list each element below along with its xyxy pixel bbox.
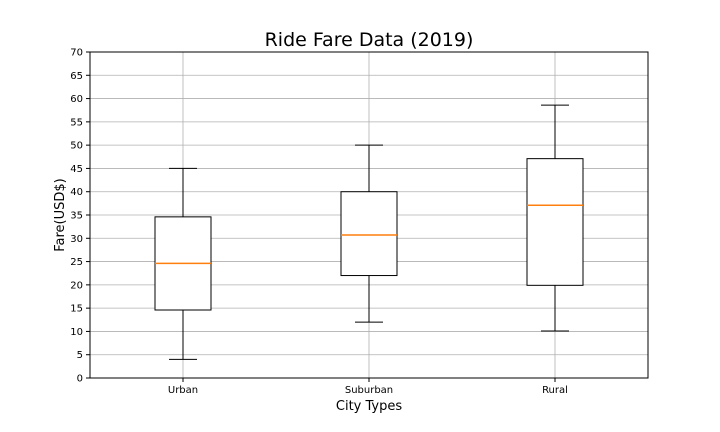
box-iqr	[340, 191, 398, 277]
y-tick-label: 55	[70, 117, 83, 128]
y-tick-label: 70	[70, 48, 83, 59]
box-suburban	[340, 144, 398, 323]
x-tick-label-suburban: Suburban	[345, 385, 393, 396]
x-tick-label-urban: Urban	[168, 385, 198, 396]
chart-title: Ride Fare Data (2019)	[265, 29, 474, 51]
y-tick-label: 20	[70, 280, 83, 291]
box-iqr	[526, 158, 584, 286]
x-axis-label: City Types	[336, 399, 402, 414]
y-tick-label: 10	[70, 327, 83, 338]
box-plots	[154, 104, 584, 360]
y-tick-label: 5	[77, 350, 83, 361]
y-axis-ticks: 0 5 10 15 20 25 30 35 40 45 50 55 60 65 70	[70, 48, 90, 385]
x-axis-ticks: Urban Suburban Rural	[168, 378, 568, 396]
y-axis-label: Fare(USD$)	[53, 178, 68, 252]
y-tick-label: 50	[70, 141, 83, 152]
y-tick-label: 60	[70, 94, 83, 105]
y-tick-label: 40	[70, 187, 83, 198]
y-tick-label: 35	[70, 211, 83, 222]
y-tick-label: 25	[70, 257, 83, 268]
y-tick-label: 30	[70, 234, 83, 245]
y-tick-label: 15	[70, 304, 83, 315]
y-tick-label: 0	[77, 374, 83, 385]
y-tick-label: 65	[70, 71, 83, 82]
box-rural	[526, 104, 584, 332]
y-tick-label: 45	[70, 164, 83, 175]
box-urban	[154, 167, 212, 360]
x-tick-label-rural: Rural	[542, 385, 568, 396]
